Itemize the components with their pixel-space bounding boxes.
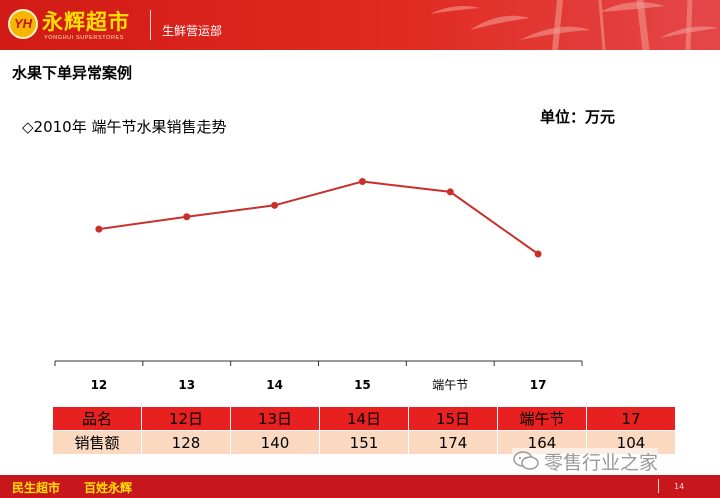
watermark: 零售行业之家 bbox=[512, 448, 659, 474]
table-cell: 13日 bbox=[230, 406, 320, 431]
watermark-text: 零售行业之家 bbox=[544, 451, 659, 474]
brand-logo-badge: YH bbox=[8, 9, 38, 39]
footer-slogan-left: 民生超市 bbox=[12, 481, 61, 495]
unit-label: 单位：万元 bbox=[540, 108, 616, 126]
chart-title: ◇2010年 端午节水果销售走势 bbox=[22, 118, 227, 136]
table-row-sales: 销售额 128 140 151 174 164 104 bbox=[52, 430, 676, 455]
data-point bbox=[446, 188, 454, 196]
header-banner: YH 永辉超市 YONGHUI SUPERSTORES 生鲜营运部 bbox=[0, 0, 720, 50]
department-label: 生鲜营运部 bbox=[162, 24, 223, 38]
x-tick-label: 15 bbox=[354, 378, 371, 392]
table-cell: 17 bbox=[586, 406, 676, 431]
table-cell: 174 bbox=[408, 430, 498, 455]
table-row-names: 品名 12日 13日 14日 15日 端午节 17 bbox=[52, 406, 676, 431]
footer-bar: 民生超市 百姓永辉 14 bbox=[0, 475, 720, 498]
data-point bbox=[358, 178, 366, 185]
series-line bbox=[98, 180, 539, 255]
sales-line-chart: 12 13 14 15 端午节 17 bbox=[54, 178, 583, 392]
footer-slogan-right: 百姓永辉 bbox=[84, 481, 133, 495]
x-tick-label: 端午节 bbox=[432, 378, 468, 392]
table-cell: 端午节 bbox=[497, 406, 587, 431]
x-tick-label: 12 bbox=[91, 378, 108, 392]
table-cell: 品名 bbox=[52, 406, 142, 431]
footer-divider bbox=[658, 479, 659, 493]
table-cell: 128 bbox=[141, 430, 231, 455]
brand-name: 永辉超市 bbox=[42, 10, 130, 34]
bamboo-decoration bbox=[430, 0, 718, 50]
header-divider bbox=[150, 10, 151, 40]
table-cell: 销售额 bbox=[52, 430, 142, 455]
table-cell: 151 bbox=[319, 430, 409, 455]
sales-table: 品名 12日 13日 14日 15日 端午节 17 销售额 128 140 15… bbox=[52, 406, 676, 455]
page-number: 14 bbox=[674, 482, 685, 491]
x-tick-label: 17 bbox=[530, 378, 547, 392]
data-point bbox=[95, 225, 103, 233]
table-cell: 14日 bbox=[319, 406, 409, 431]
wechat-icon bbox=[513, 451, 539, 470]
table-cell: 15日 bbox=[408, 406, 498, 431]
data-point bbox=[183, 213, 191, 221]
x-tick-label: 13 bbox=[178, 378, 195, 392]
x-tick-label: 14 bbox=[266, 378, 283, 392]
table-cell: 140 bbox=[230, 430, 320, 455]
data-point bbox=[271, 201, 279, 209]
data-point bbox=[534, 250, 542, 258]
brand-subtitle: YONGHUI SUPERSTORES bbox=[44, 35, 125, 41]
table-cell: 12日 bbox=[141, 406, 231, 431]
page-title: 水果下单异常案例 bbox=[12, 64, 133, 82]
